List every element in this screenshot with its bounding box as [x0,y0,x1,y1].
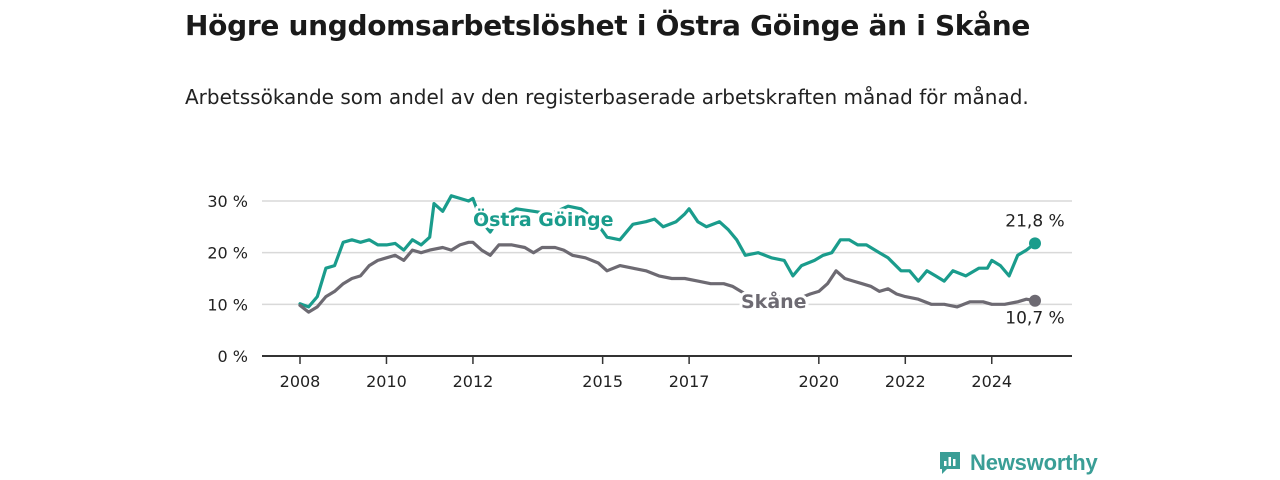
x-tick-label: 2017 [669,372,710,391]
x-tick-label: 2022 [885,372,926,391]
line-chart: 0 % 10 % 20 % 30 % 2008 2010 2012 2015 2017 2020 2… [207,192,1072,391]
axes: 0 % 10 % 20 % 30 % 2008 2010 2012 2015 2017 2020 2… [207,192,1072,391]
series-end-value-label: 10,7 % [1005,309,1064,329]
y-tick-label: 0 % [218,347,248,366]
x-tick-label: 2020 [798,372,839,391]
y-tick-label: 30 % [207,192,248,211]
chart-subtitle: Arbetssökande som andel av den registerb… [185,85,1029,109]
brand-name: Newsworthy [970,450,1098,475]
chart-labels: 21,8 % 10,7 % Östra Göinge Skåne [470,204,1065,329]
series-end-value-label: 21,8 % [1005,211,1064,231]
series-name-label: Östra Göinge [473,207,614,231]
x-tick-label: 2024 [971,372,1012,391]
gridlines [262,200,1072,306]
chart-title: Högre ungdomsarbetslöshet i Östra Göinge… [185,9,1031,42]
newsworthy-logo-icon [940,452,960,474]
series-name-label: Skåne [741,289,807,313]
x-tick-label: 2015 [582,372,623,391]
x-tick-label: 2010 [366,372,407,391]
x-tick-label: 2012 [453,372,494,391]
series-line [298,240,1037,314]
y-tick-label: 10 % [207,295,248,314]
series-lines [298,194,1041,314]
x-tick-label: 2008 [280,372,321,391]
series-line [298,194,1037,309]
brand-logo: Newsworthy [938,448,1098,478]
series-end-marker [1029,237,1041,250]
series-end-marker [1029,294,1041,307]
y-tick-label: 20 % [207,244,248,263]
